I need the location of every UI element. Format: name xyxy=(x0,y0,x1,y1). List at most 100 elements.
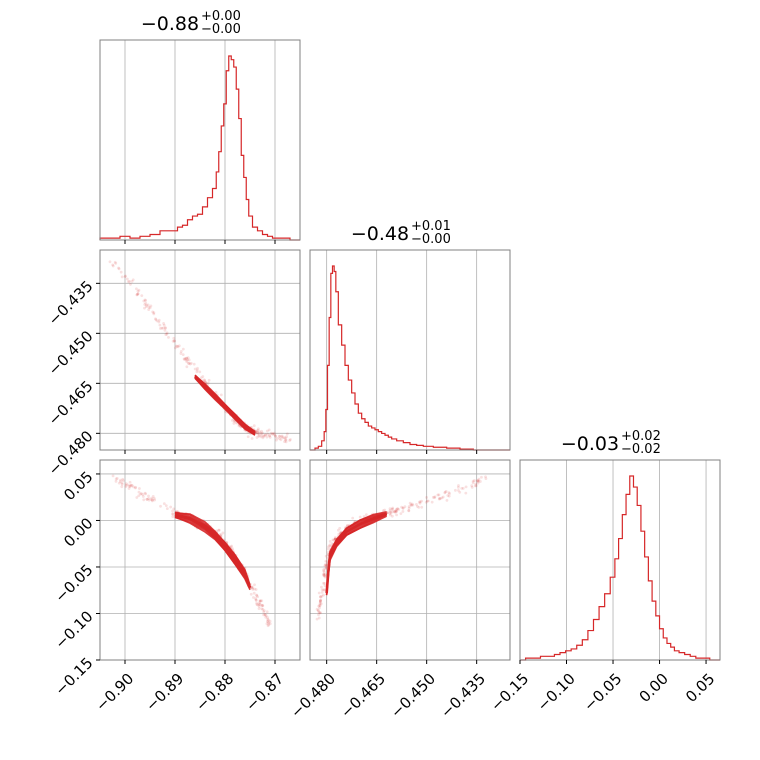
x-tick-label-2-0: −0.15 xyxy=(487,670,532,715)
scatter-panel-2-0-point xyxy=(171,515,174,518)
scatter-panel-2-0-point xyxy=(251,587,254,590)
scatter-panel-1-0-point xyxy=(112,265,115,268)
scatter-panel-1-0-point xyxy=(260,435,263,438)
scatter-panel-1-0-point xyxy=(124,275,127,278)
scatter-panel-2-0-point xyxy=(253,592,256,595)
scatter-panel-2-0-point xyxy=(171,513,174,516)
scatter-panel-2-0-point xyxy=(147,495,150,498)
scatter-panel-2-1-point xyxy=(365,513,368,516)
scatter-panel-2-1-point xyxy=(436,493,439,496)
scatter-panel-2-1-point xyxy=(480,476,483,479)
scatter-panel-1-0-point xyxy=(129,283,132,286)
scatter-panel-1-0-point xyxy=(167,336,170,339)
scatter-panel-2-1-point xyxy=(484,475,487,478)
title-param-1: −0.48 xyxy=(351,223,409,245)
scatter-panel-2-0-point xyxy=(263,609,266,612)
scatter-panel-1-0-point xyxy=(190,362,193,365)
scatter-panel-1-0-point xyxy=(138,289,141,292)
scatter-panel-2-1-point xyxy=(448,492,451,495)
scatter-panel-2-1-point xyxy=(396,507,399,510)
scatter-panel-2-1-point xyxy=(321,588,324,591)
y-tick-label-1-0: −0.480 xyxy=(45,427,97,479)
scatter-panel-1-0-point xyxy=(187,362,190,365)
scatter-panel-2-1-point xyxy=(438,498,441,501)
scatter-panel-2-0-point xyxy=(122,479,125,482)
title-param-2: −0.03 xyxy=(561,433,619,455)
scatter-panel-2-0-point xyxy=(253,583,256,586)
scatter-panel-2-0-point xyxy=(142,498,145,501)
scatter-panel-2-1-point xyxy=(419,500,422,503)
scatter-panel-2-0-point xyxy=(266,610,269,613)
scatter-panel-2-0-point xyxy=(255,594,258,597)
title-minus-1: −0.00 xyxy=(411,232,451,247)
scatter-panel-1-0-point xyxy=(156,320,159,323)
scatter-panel-1-0-point xyxy=(285,439,288,442)
scatter-panel-2-0-point xyxy=(115,478,118,481)
scatter-panel-2-1-point xyxy=(433,496,436,499)
scatter-panel-2-1-point xyxy=(462,487,465,490)
x-tick-label-2-4: 0.05 xyxy=(682,670,718,706)
scatter-panel-2-0-point xyxy=(121,483,124,486)
scatter-panel-1-0-point xyxy=(276,437,279,440)
scatter-panel-1-0-point xyxy=(195,370,198,373)
scatter-panel-1-0-point xyxy=(185,365,188,368)
scatter-panel-2-1-point xyxy=(359,516,362,519)
scatter-panel-1-0-point xyxy=(266,430,269,433)
scatter-panel-2-1-point xyxy=(431,501,434,504)
scatter-panel-2-1-point xyxy=(316,608,319,611)
scatter-panel-1-0-point xyxy=(185,357,188,360)
title-minus-0: −0.00 xyxy=(201,22,241,37)
scatter-panel-2-0-point xyxy=(171,510,174,513)
scatter-panel-1-0-point xyxy=(194,368,197,371)
y-tick-label-2-1: −0.10 xyxy=(51,607,96,652)
y-tick-label-1-1: −0.465 xyxy=(45,377,97,429)
scatter-panel-2-1-point xyxy=(329,540,332,543)
scatter-panel-2-0-point xyxy=(151,499,154,502)
scatter-panel-2-1-point xyxy=(394,511,397,514)
scatter-panel-2-1-point xyxy=(322,568,325,571)
scatter-panel-2-1-point xyxy=(446,499,449,502)
scatter-panel-2-0-point xyxy=(217,529,220,532)
scatter-panel-1-0-point xyxy=(149,306,152,309)
scatter-panel-1-0-point xyxy=(286,432,289,435)
scatter-panel-2-0-point xyxy=(169,506,172,509)
scatter-panel-1-0-point xyxy=(253,424,256,427)
scatter-panel-2-1-point xyxy=(464,492,467,495)
scatter-panel-2-1-point xyxy=(395,513,398,516)
scatter-panel-2-0-point xyxy=(138,491,141,494)
scatter-panel-2-0-point xyxy=(129,481,132,484)
scatter-panel-2-1-point xyxy=(325,555,328,558)
scatter-panel-2-1-point xyxy=(327,548,330,551)
scatter-panel-1-0-point xyxy=(278,435,281,438)
scatter-panel-2-0-point xyxy=(222,532,225,535)
scatter-panel-2-1-point xyxy=(420,506,423,509)
scatter-panel-2-0-point xyxy=(250,593,253,596)
scatter-panel-1-0-point xyxy=(258,432,261,435)
y-tick-label-1-3: −0.435 xyxy=(45,277,97,329)
scatter-panel-2-1-point xyxy=(465,485,468,488)
scatter-panel-2-1-point xyxy=(319,602,322,605)
scatter-panel-2-1-point xyxy=(411,503,414,506)
scatter-panel-2-0-point xyxy=(119,479,122,482)
scatter-panel-1-0-point xyxy=(263,434,266,437)
scatter-panel-1-0-point xyxy=(266,433,269,436)
title-minus-2: −0.02 xyxy=(621,442,661,457)
scatter-panel-2-1-point xyxy=(318,592,321,595)
scatter-panel-1-0-point xyxy=(251,437,254,440)
scatter-panel-2-0-point xyxy=(159,505,162,508)
scatter-panel-1-0-point xyxy=(271,433,274,436)
scatter-panel-2-1-point xyxy=(425,496,428,499)
scatter-panel-2-0-point xyxy=(135,496,138,499)
scatter-panel-2-0-point xyxy=(165,504,168,507)
scatter-panel-2-1-point xyxy=(321,591,324,594)
scatter-panel-1-0-point xyxy=(118,267,121,270)
x-tick-label-0-1: −0.89 xyxy=(142,670,187,715)
scatter-panel-1-0-point xyxy=(131,280,134,283)
scatter-panel-1-0-point xyxy=(200,376,203,379)
scatter-panel-2-1-point xyxy=(399,512,402,515)
scatter-panel-2-0-point xyxy=(128,487,131,490)
scatter-panel-1-0-point xyxy=(109,260,112,263)
scatter-panel-1-0-point xyxy=(182,353,185,356)
scatter-panel-2-0-point xyxy=(146,498,149,501)
